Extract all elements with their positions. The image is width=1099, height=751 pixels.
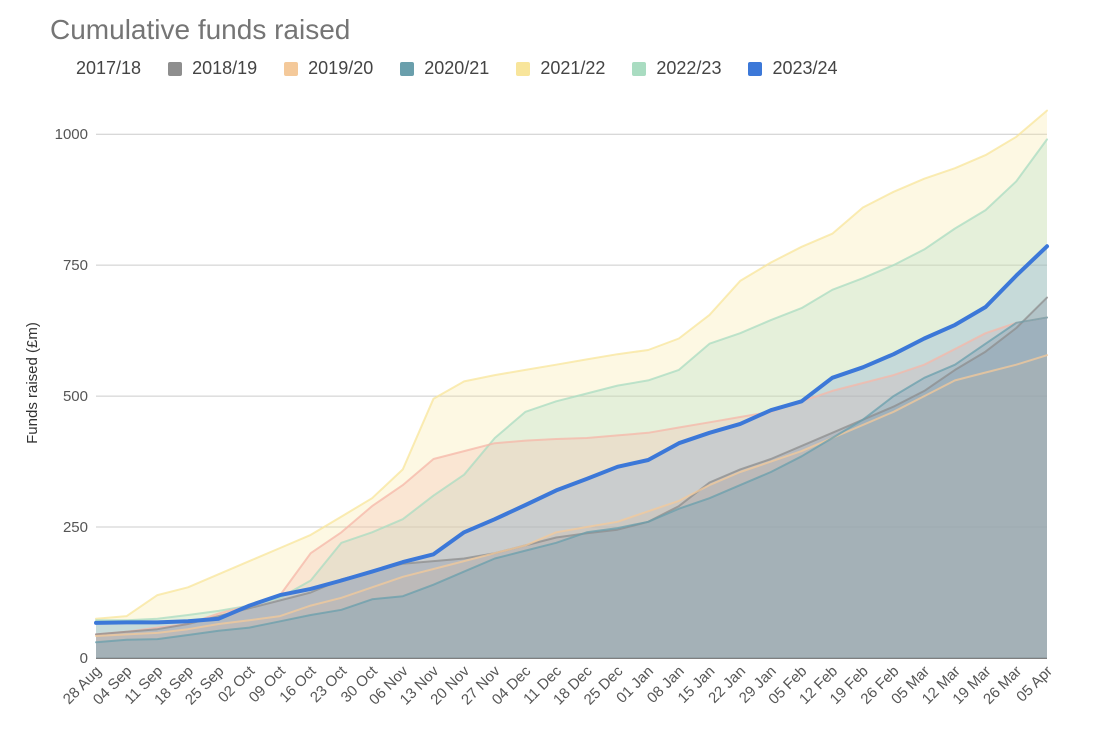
series-line-2019-20 [95, 354, 1048, 637]
legend-item: 2017/18 [76, 58, 141, 79]
series-line-2021-22 [95, 109, 1048, 620]
legend-label: 2019/20 [308, 58, 374, 78]
chart-title: Cumulative funds raised [50, 14, 351, 45]
legend-item: 2023/24 [748, 58, 838, 79]
legend-swatch [400, 61, 415, 76]
legend-label: 2021/22 [540, 58, 606, 78]
legend-swatch [284, 61, 299, 76]
series-area-2021-22 [96, 110, 1047, 659]
y-tick-label: 500 [63, 388, 88, 405]
legend-item: 2021/22 [516, 58, 605, 79]
legend-label: 2017/18 [76, 58, 142, 78]
legend-swatch [632, 61, 647, 76]
legend-swatch [748, 61, 763, 76]
series-area-2019-20 [96, 355, 1047, 658]
y-tick-label: 750 [63, 257, 88, 274]
series-line-2018-19 [95, 296, 1048, 636]
y-axis-label: Funds raised (£m) [24, 322, 41, 444]
series-area-2020-21 [96, 317, 1047, 658]
legend-label: 2022/23 [656, 58, 722, 78]
y-tick-label: 0 [80, 650, 88, 667]
y-tick-label: 1000 [55, 126, 88, 143]
y-tick-label: 250 [63, 519, 88, 536]
series-line-2023-24 [94, 244, 1049, 625]
legend-label: 2023/24 [772, 58, 838, 78]
series-area-2023-24 [96, 246, 1047, 659]
series-area-2022-23 [96, 139, 1047, 658]
series-area-2017-18 [96, 317, 1047, 658]
legend-item: 2018/19 [168, 58, 257, 79]
x-tick-label: 05 Apr [1013, 663, 1056, 706]
legend-swatch [168, 61, 183, 76]
series-line-2020-21 [95, 316, 1048, 644]
legend-item: 2020/21 [400, 58, 489, 79]
series-area-2018-19 [96, 297, 1047, 658]
legend-swatch [516, 61, 531, 76]
legend-item: 2019/20 [284, 58, 373, 79]
legend-item: 2022/23 [632, 58, 721, 79]
chart-legend: 2017/18 2018/19 2019/20 2020/21 2021/22 2022/… [76, 58, 865, 79]
legend-label: 2018/19 [192, 58, 258, 78]
legend-label: 2020/21 [424, 58, 490, 78]
